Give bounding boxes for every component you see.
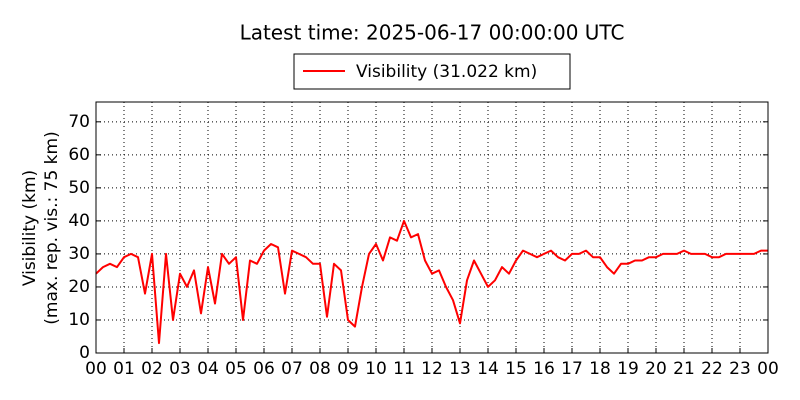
y-axis-label: (max. rep. vis.: 75 km) <box>42 131 62 324</box>
x-tick-label: 17 <box>561 359 583 379</box>
y-tick-label: 50 <box>68 178 90 198</box>
x-tick-label: 13 <box>449 359 471 379</box>
x-tick-label: 01 <box>113 359 135 379</box>
legend-label: Visibility (31.022 km) <box>356 62 537 82</box>
x-tick-label: 20 <box>645 359 667 379</box>
plot-frame <box>95 101 769 354</box>
y-tick-label: 10 <box>68 310 90 330</box>
x-tick-label: 12 <box>421 359 443 379</box>
x-tick-label: 07 <box>281 359 303 379</box>
x-tick-label: 00 <box>757 359 779 379</box>
x-tick-label: 08 <box>309 359 331 379</box>
x-tick-label: 02 <box>141 359 163 379</box>
x-tick-label: 15 <box>505 359 527 379</box>
data-line <box>95 219 768 345</box>
x-tick-label: 18 <box>589 359 611 379</box>
x-tick-label: 11 <box>393 359 415 379</box>
x-tick-label: 06 <box>253 359 275 379</box>
x-tick-label: 16 <box>533 359 555 379</box>
y-axis-label: Visibility (km) <box>20 170 40 286</box>
y-tick-label: 60 <box>68 145 90 165</box>
y-tick-label: 20 <box>68 277 90 297</box>
x-tick-label: 05 <box>225 359 247 379</box>
x-tick-label: 22 <box>701 359 723 379</box>
x-tick-label: 19 <box>617 359 639 379</box>
y-tick-label: 70 <box>68 112 90 132</box>
y-tick-label: 30 <box>68 244 90 264</box>
x-tick-label: 10 <box>365 359 387 379</box>
chart-title: Latest time: 2025-06-17 00:00:00 UTC <box>240 21 625 45</box>
x-tick-label: 04 <box>197 359 219 379</box>
x-tick-label: 00 <box>85 359 107 379</box>
y-tick-label: 0 <box>79 343 90 363</box>
x-tick-label: 23 <box>729 359 751 379</box>
y-tick-label: 40 <box>68 211 90 231</box>
x-tick-label: 14 <box>477 359 499 379</box>
x-tick-label: 03 <box>169 359 191 379</box>
x-tick-label: 09 <box>337 359 359 379</box>
x-tick-label: 21 <box>673 359 695 379</box>
